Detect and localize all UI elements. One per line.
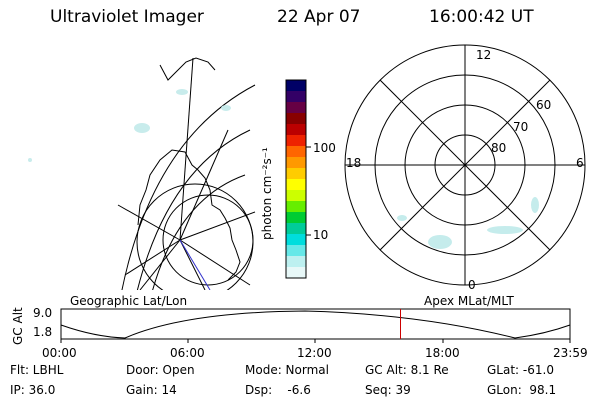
lat-arc	[136, 129, 251, 290]
colorbar-stripe	[286, 212, 306, 224]
timeline-x-tick: 00:00	[42, 346, 77, 360]
colorbar-stripe	[286, 113, 306, 125]
meridian	[179, 239, 206, 290]
timeline-x-tick: 18:00	[425, 346, 460, 360]
status-gc-alt: GC Alt: 8.1 Re	[365, 363, 449, 377]
colorbar-stripe	[286, 245, 306, 257]
colorbar-stripe	[286, 234, 306, 246]
colorbar-stripe	[286, 201, 306, 213]
mlt-label-6: 6	[576, 156, 584, 170]
lat-circle	[136, 183, 254, 290]
meridian	[179, 57, 194, 241]
colorbar-frame	[285, 79, 307, 279]
colorbar-stripe	[286, 190, 306, 202]
status-dsp: Dsp: -6.6	[245, 383, 311, 397]
lat-label-60: 60	[536, 98, 552, 112]
lat-label-70: 70	[513, 120, 529, 134]
timeline-y-tick: 1.8	[33, 325, 53, 339]
status-ip: IP: 36.0	[10, 383, 56, 397]
colorbar-stripe	[286, 135, 306, 147]
colorbar-stripe	[286, 168, 306, 180]
timeline-x-tick: 06:00	[170, 346, 205, 360]
colorbar-stripe	[286, 146, 306, 158]
meridian	[139, 239, 181, 290]
status-filter: Flt: LBHL	[10, 363, 64, 377]
timeline-x-tick: 12:00	[297, 346, 332, 360]
time-label: 16:00:42 UT	[429, 7, 534, 27]
colorbar-stripe	[286, 124, 306, 136]
altitude-curve	[60, 310, 571, 339]
colorbar-stripe	[286, 91, 306, 103]
colorbar-stripe	[286, 179, 306, 191]
instrument-title: Ultraviolet Imager	[50, 7, 204, 27]
timeline-y-tick: 9.0	[33, 306, 53, 320]
status-seq: Seq: 39	[365, 383, 411, 397]
meridian	[179, 239, 251, 286]
colorbar-stripe	[286, 267, 306, 279]
status-glat: GLat: -61.0	[487, 363, 554, 377]
lat-label-80: 80	[491, 141, 507, 155]
status-gain: Gain: 14	[126, 383, 177, 397]
colorbar-stripe	[286, 157, 306, 169]
mlt-label-12: 12	[476, 48, 492, 62]
lat-arc	[121, 84, 256, 290]
status-door: Door: Open	[126, 363, 195, 377]
mlt-label-18: 18	[346, 156, 362, 170]
colorbar-tick-label: 100	[313, 141, 336, 155]
status-glon: GLon: 98.1	[487, 383, 557, 397]
date-label: 22 Apr 07	[277, 7, 361, 27]
mlt-label-0: 0	[468, 278, 476, 292]
track-line	[179, 239, 211, 290]
lat-arc	[152, 174, 246, 290]
timeline-right-title: Apex MLat/MLT	[424, 294, 514, 308]
timeline-frame	[60, 308, 571, 340]
meridian	[179, 211, 256, 241]
colorbar-tick-label: 10	[313, 228, 329, 242]
polar-axis	[379, 79, 551, 251]
meridian	[124, 239, 181, 276]
timeline-x-tick: 23:59	[553, 346, 588, 360]
meridian	[117, 204, 181, 241]
colorbar-stripe	[286, 223, 306, 235]
colorbar-stripe	[286, 80, 306, 92]
status-mode: Mode: Normal	[245, 363, 329, 377]
colorbar-stripe	[286, 256, 306, 268]
colorbar-stripe	[286, 102, 306, 114]
meridian	[179, 129, 229, 241]
coastline	[159, 57, 216, 81]
coastline	[137, 149, 241, 281]
timeline-left-title: Geographic Lat/Lon	[70, 294, 188, 308]
